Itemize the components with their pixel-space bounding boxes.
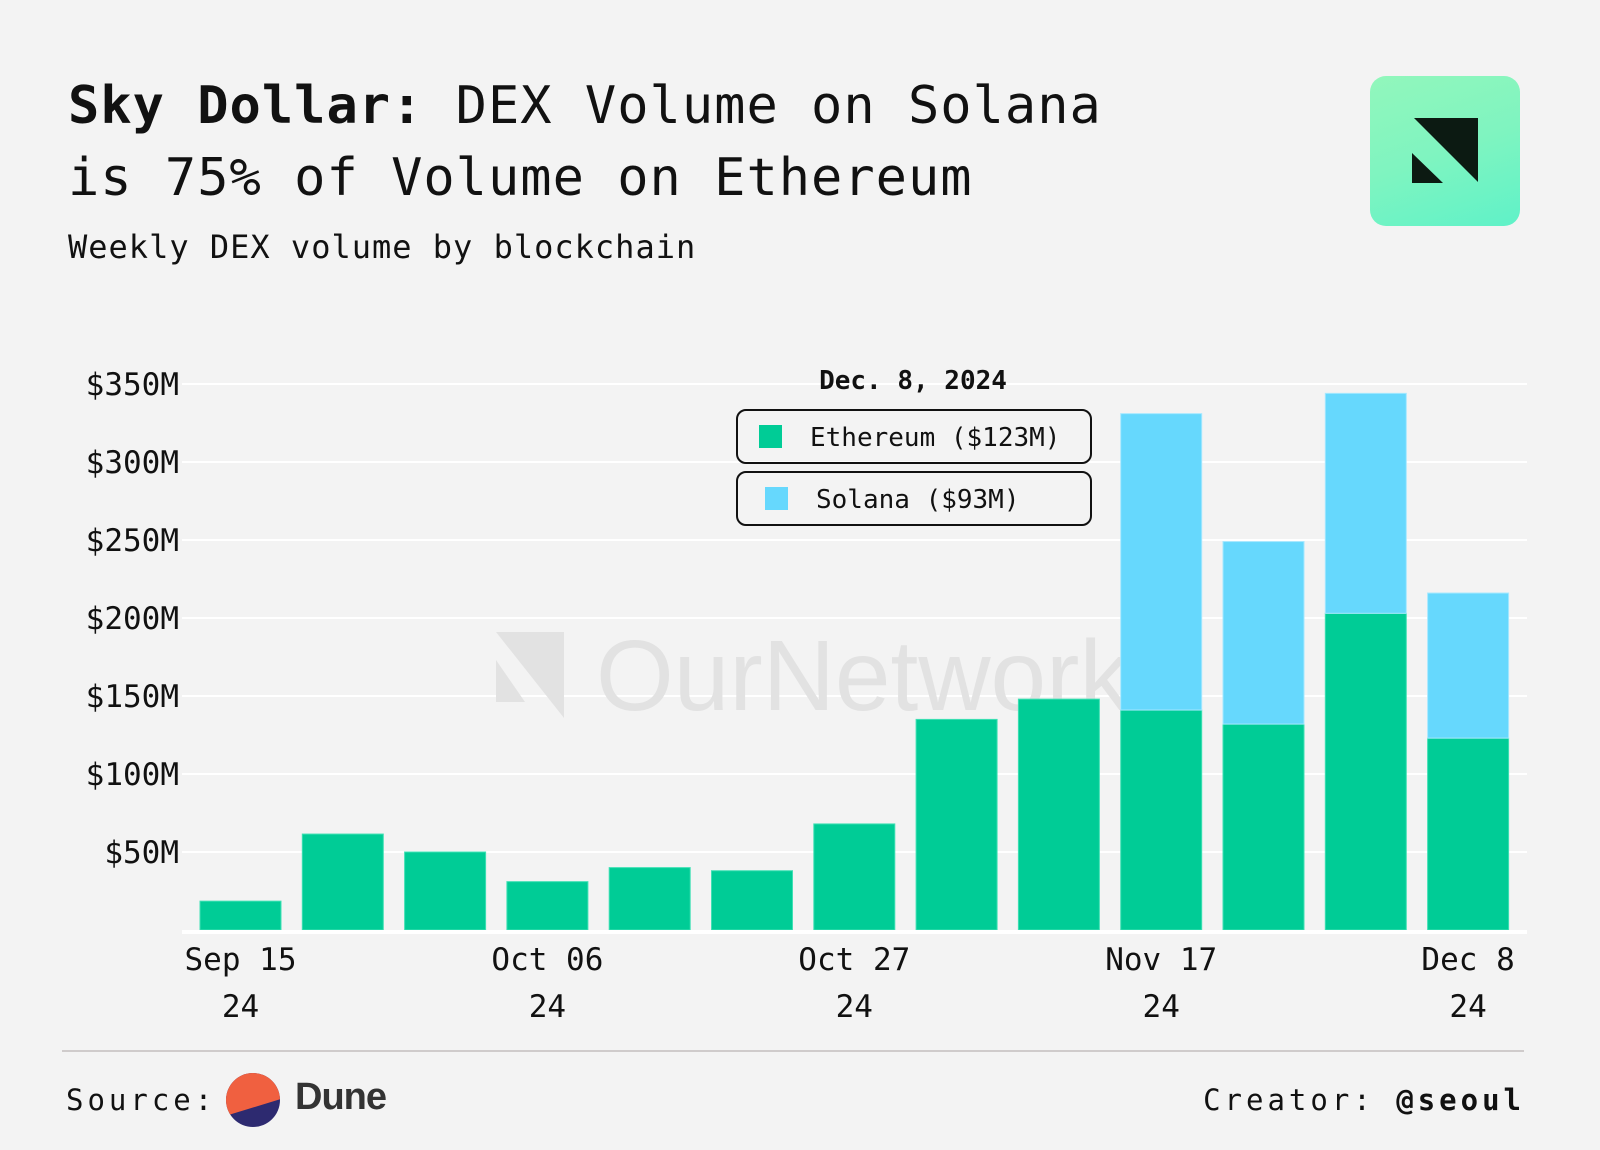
y-tick-label: $300M [86, 445, 179, 481]
y-tick-label: $150M [86, 679, 179, 715]
bar-ethereum-2024-12-08[interactable] [1427, 737, 1510, 931]
legend-label: Ethereum ($123M) [810, 423, 1060, 453]
bar-ethereum-2024-10-20[interactable] [711, 870, 793, 931]
bar-ethereum-2024-11-17[interactable] [1120, 709, 1203, 931]
x-tick-label: Sep 15 [185, 942, 297, 978]
bar-ethereum-2024-09-29[interactable] [404, 851, 487, 931]
bar-solana-2024-11-17[interactable] [1120, 413, 1203, 711]
legend-label: Solana ($93M) [816, 485, 1020, 515]
dune-logo-icon [226, 1073, 280, 1127]
y-tick-label: $250M [86, 523, 179, 559]
title-bold: Sky Dollar: [68, 76, 424, 136]
y-axis-labels: $50M $100M $150M $200M $250M $300M $350M [86, 367, 179, 871]
bar-ethereum-2024-10-27[interactable] [813, 823, 896, 931]
ournetwork-logo-icon [1370, 76, 1520, 226]
bar-ethereum-2024-09-22[interactable] [301, 833, 384, 931]
x-axis-labels: Sep 15 24 Oct 06 24 Oct 27 24 Nov 17 24 Dec 8 24 [185, 942, 1515, 1025]
bar-ethereum-2024-09-15[interactable] [199, 900, 282, 931]
y-tick-label: $50M [104, 835, 179, 871]
bar-ethereum-2024-11-10[interactable] [1017, 698, 1100, 931]
legend-item-ethereum[interactable]: Ethereum ($123M) [736, 409, 1092, 464]
creator-credit: Creator: @seoul [1203, 1083, 1525, 1117]
x-tick-label: 24 [1449, 989, 1486, 1025]
legend-date: Dec. 8, 2024 [819, 366, 1007, 396]
source-label: Source: [66, 1083, 217, 1117]
bar-solana-2024-12-01[interactable] [1324, 392, 1407, 614]
x-tick-label: Dec 8 [1421, 942, 1514, 978]
bar-ethereum-2024-11-03[interactable] [915, 718, 998, 931]
title-line1-rest: DEX Volume on Solana [423, 76, 1102, 136]
title-line2: is 75% of Volume on Ethereum [68, 148, 973, 208]
logo-glyph [1412, 118, 1478, 183]
x-tick-label: Nov 17 [1105, 942, 1217, 978]
x-tick-label: 24 [836, 989, 873, 1025]
watermark-logo-mark-small [496, 660, 525, 702]
source-name: Dune [295, 1076, 387, 1118]
chart-title: Sky Dollar: DEX Volume on Solana is 75% … [68, 70, 1318, 214]
bar-solana-2024-11-24[interactable] [1222, 541, 1305, 725]
watermark-logo-mark-large [496, 632, 564, 718]
bar-ethereum-2024-11-24[interactable] [1222, 723, 1305, 931]
legend-item-box [736, 409, 1092, 464]
y-tick-label: $350M [86, 367, 179, 403]
x-tick-label: 24 [222, 989, 259, 1025]
creator-label: Creator: [1203, 1083, 1375, 1117]
legend-swatch [759, 425, 782, 448]
legend-item-solana[interactable]: Solana ($93M) [736, 471, 1092, 526]
chart-subtitle: Weekly DEX volume by blockchain [68, 228, 697, 266]
legend: Dec. 8, 2024 Ethereum ($123M) Solana ($93M… [736, 366, 1092, 526]
x-tick-label: 24 [529, 989, 566, 1025]
legend-item-box [736, 471, 1092, 526]
y-tick-label: $100M [86, 757, 179, 793]
legend-swatch [765, 487, 788, 510]
x-tick-label: Oct 06 [491, 942, 603, 978]
x-tick-label: Oct 27 [798, 942, 910, 978]
bar-ethereum-2024-12-01[interactable] [1324, 612, 1407, 931]
creator-handle: @seoul [1396, 1083, 1525, 1117]
chart-area: OurNetwork $50M$100M$150M$200M$250M$300M… [86, 366, 1527, 1025]
bar-ethereum-2024-10-13[interactable] [608, 867, 691, 931]
bar-solana-2024-12-08[interactable] [1427, 592, 1510, 739]
x-tick-label: 24 [1143, 989, 1180, 1025]
bar-ethereum-2024-10-06[interactable] [506, 881, 589, 931]
footer-divider [62, 1050, 1524, 1052]
y-tick-label: $200M [86, 601, 179, 637]
bars [199, 392, 1510, 931]
